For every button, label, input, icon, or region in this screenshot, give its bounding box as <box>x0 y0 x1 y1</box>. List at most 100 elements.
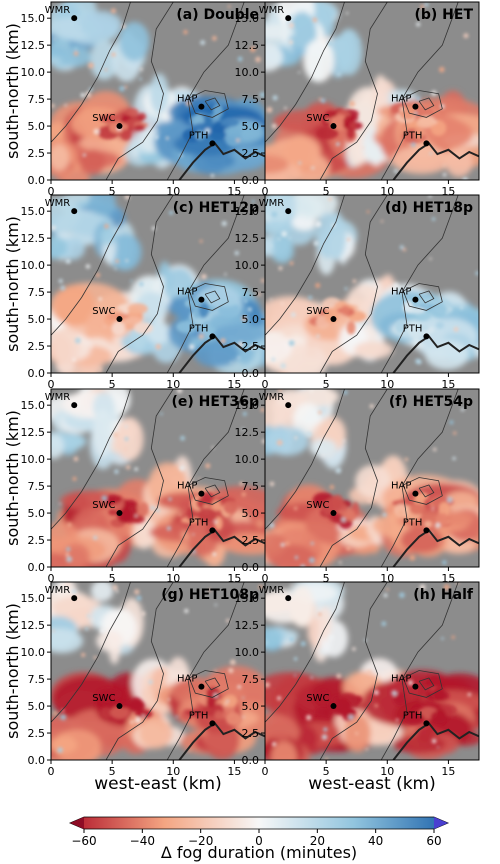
y-tick-label: 5.0 <box>242 313 260 326</box>
colorbar-tick-label: −60 <box>71 834 96 848</box>
y-tick-label: 10.0 <box>21 259 46 272</box>
colorbar-label: Δ fog duration (minutes) <box>161 843 357 862</box>
site-label: HAP <box>391 287 411 298</box>
panel-title: (d) HET18p <box>385 200 473 216</box>
site-label: PTH <box>403 710 423 721</box>
colorbar-bar <box>68 816 450 830</box>
y-tick-label: 2.5 <box>28 147 46 160</box>
heatmap-field <box>265 389 479 567</box>
site-label: HAP <box>177 94 197 105</box>
panel: WMR SWC HAP PTH (a) Double 0.0 2.5 5.0 7.5 10.0 12… <box>3 1 266 198</box>
x-tick-label: 0 <box>262 185 269 198</box>
site-marker <box>116 316 123 323</box>
y-tick-label: 0.0 <box>28 174 46 187</box>
y-tick-label: 10.0 <box>235 259 260 272</box>
x-tick-label: 0 <box>48 185 55 198</box>
site-marker <box>71 402 78 409</box>
panel: WMR SWC HAP PTH (e) HET36p 0.0 2.5 5.0 7.5 10.0 12… <box>3 388 266 585</box>
coastline <box>178 721 265 760</box>
site-label: PTH <box>189 517 209 528</box>
y-tick-label: 2.5 <box>28 534 46 547</box>
site-marker <box>71 595 78 602</box>
y-tick-label: 0.0 <box>28 561 46 574</box>
y-tick-label: 7.5 <box>28 673 46 686</box>
y-tick-label: 5.0 <box>28 120 46 133</box>
site-marker <box>423 333 430 340</box>
coastline <box>178 334 265 373</box>
y-tick-label: 0.0 <box>28 367 46 380</box>
colorbar-tick-label: 40 <box>368 834 383 848</box>
y-tick-label: 7.5 <box>242 673 260 686</box>
site-label: SWC <box>306 693 329 704</box>
colorbar-ticks: −60 −40 −20 0 20 40 60 <box>71 829 442 848</box>
heatmap-field <box>51 389 265 567</box>
panel: WMR SWC HAP PTH (g) HET108p 0.0 2.5 5.0 7.5 10.0 1… <box>3 581 266 778</box>
site-marker <box>330 316 337 323</box>
terrain-contours <box>265 389 459 567</box>
terrain-contours <box>265 195 459 373</box>
site-label: PTH <box>189 323 209 334</box>
y-tick-label: 2.5 <box>242 534 260 547</box>
site-marker <box>209 720 216 727</box>
terrain-contours <box>51 389 245 567</box>
site-label: SWC <box>306 306 329 317</box>
panel-title: (c) HET12p <box>173 200 259 216</box>
panel: WMR SWC HAP PTH (f) HET54p 0.0 2.5 5.0 7.5 10.0 12… <box>235 388 480 585</box>
colorbar-tick-label: −40 <box>130 834 155 848</box>
site-marker <box>330 123 337 130</box>
panel: WMR SWC HAP PTH (d) HET18p 0.0 2.5 5.0 7.5 10.0 12… <box>235 194 480 391</box>
y-tick-label: 7.5 <box>28 286 46 299</box>
y-tick-label: 0.0 <box>242 367 260 380</box>
panel-title: (b) HET <box>414 7 473 23</box>
terrain-contours <box>265 582 459 760</box>
y-tick-label: 0.0 <box>28 754 46 767</box>
y-tick-label: 10.0 <box>235 646 260 659</box>
y-tick-label: 0.0 <box>242 561 260 574</box>
site-marker <box>330 703 337 710</box>
site-label: SWC <box>92 113 115 124</box>
site-label: WMR <box>45 392 71 403</box>
coastline <box>392 141 479 180</box>
panel-title: (h) Half <box>413 587 474 603</box>
site-label: PTH <box>189 130 209 141</box>
y-axis-label: south-north (km) <box>3 216 22 352</box>
y-tick-label: 15.0 <box>21 205 46 218</box>
site-marker <box>198 296 205 303</box>
site-marker <box>209 140 216 147</box>
site-label: HAP <box>177 674 197 685</box>
terrain-contours <box>265 2 459 180</box>
x-tick-label: 10 <box>380 765 394 778</box>
site-marker <box>285 595 292 602</box>
site-label: WMR <box>259 585 285 596</box>
y-tick-label: 12.5 <box>21 39 46 52</box>
site-label: SWC <box>306 500 329 511</box>
x-tick-label: 15 <box>441 765 455 778</box>
y-tick-label: 15.0 <box>235 592 260 605</box>
y-tick-label: 15.0 <box>235 12 260 25</box>
panel: WMR SWC HAP PTH (c) HET12p 0.0 2.5 5.0 7.5 10.0 12… <box>3 194 266 391</box>
colorbar-min-extend <box>70 817 84 829</box>
x-tick-label: 5 <box>323 185 330 198</box>
y-tick-label: 7.5 <box>28 93 46 106</box>
panel-frame <box>264 194 480 374</box>
y-tick-label: 10.0 <box>21 453 46 466</box>
site-marker <box>412 296 419 303</box>
site-label: HAP <box>177 481 197 492</box>
site-label: PTH <box>403 517 423 528</box>
y-tick-label: 10.0 <box>235 453 260 466</box>
x-tick-label: 0 <box>48 572 55 585</box>
y-axis-label: south-north (km) <box>3 410 22 546</box>
site-label: WMR <box>259 392 285 403</box>
colorbar-tick-label: 60 <box>426 834 441 848</box>
site-label: PTH <box>403 323 423 334</box>
x-tick-label: 0 <box>262 572 269 585</box>
coastline <box>392 334 479 373</box>
y-tick-label: 5.0 <box>242 507 260 520</box>
site-label: SWC <box>92 306 115 317</box>
site-label: WMR <box>45 5 71 16</box>
heatmap-field <box>265 582 479 760</box>
panel: WMR SWC HAP PTH (h) Half 0.0 2.5 5.0 7.5 10.0 12.5… <box>235 581 480 778</box>
terrain-contours <box>51 582 245 760</box>
colorbar-tick-label: 20 <box>310 834 325 848</box>
y-tick-label: 7.5 <box>242 93 260 106</box>
